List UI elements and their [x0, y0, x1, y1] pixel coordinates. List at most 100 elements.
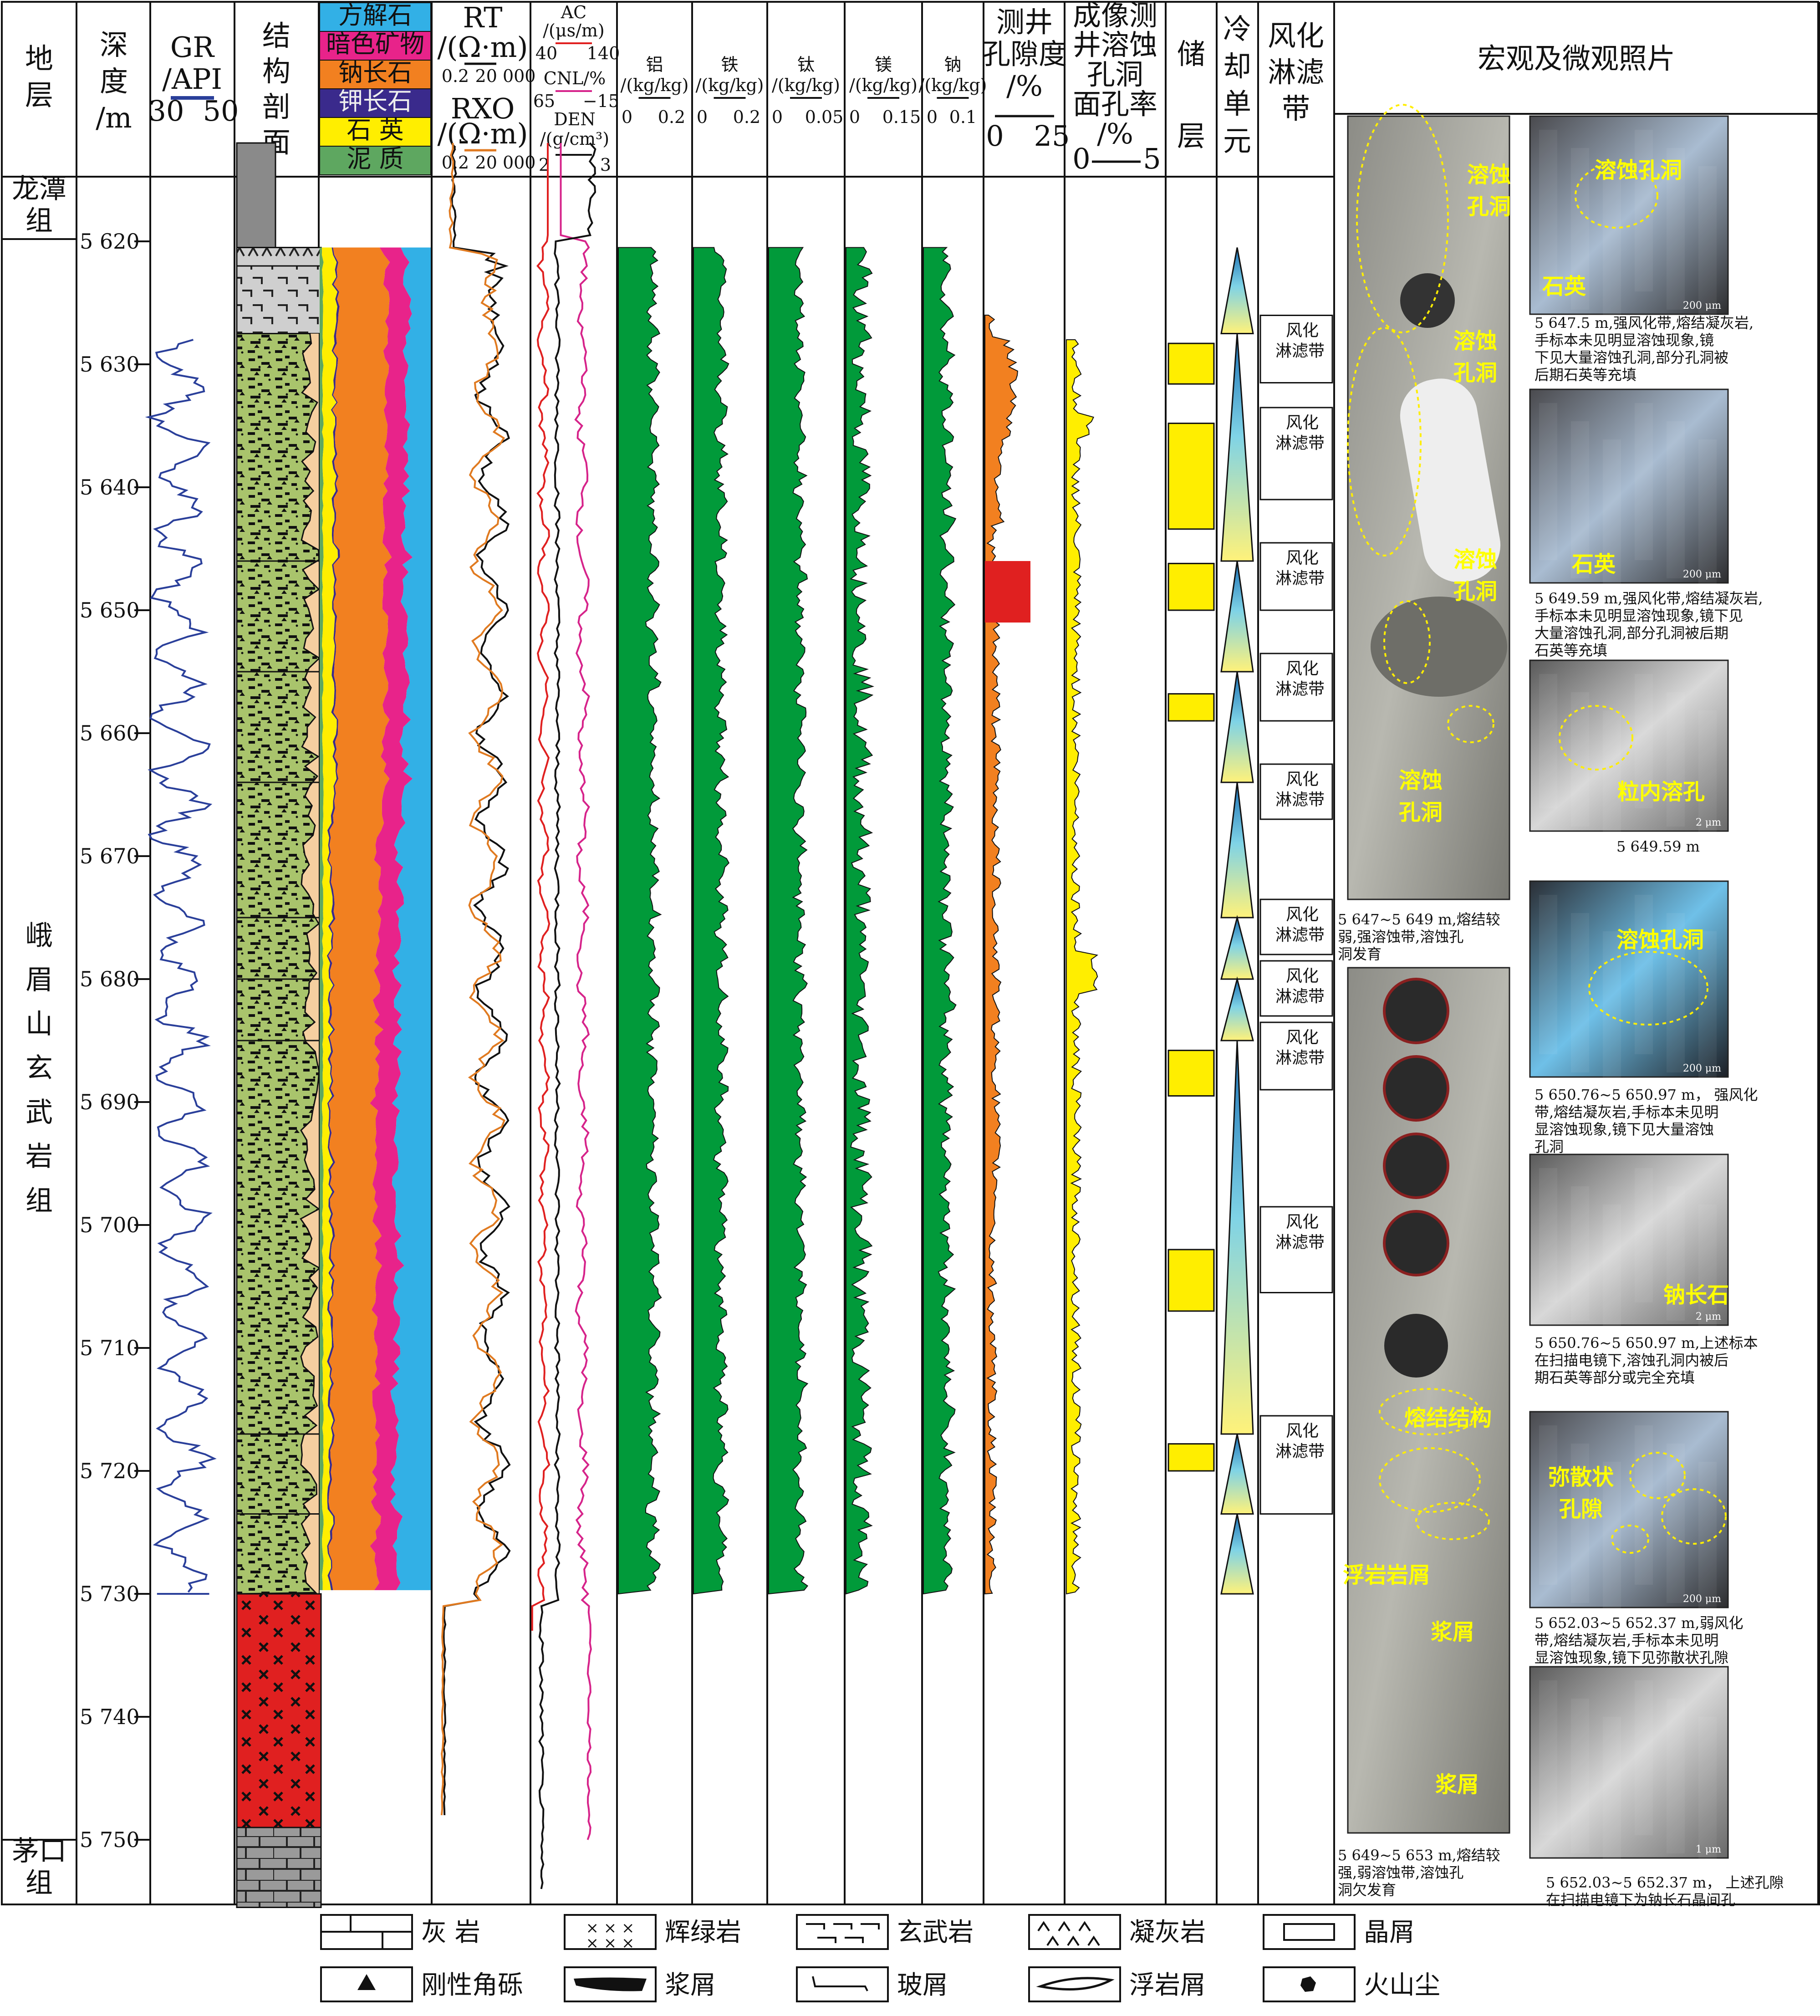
photo-texture: [1571, 1699, 1589, 1853]
rxo-curve: [440, 143, 505, 1816]
litho-welded-tuff: [236, 333, 321, 1595]
photo-label: 石英: [1542, 274, 1586, 299]
porosity-fill: [984, 315, 1018, 1595]
header-por: 孔隙度: [982, 37, 1067, 71]
legend-glass-shard-symbol: [812, 1976, 868, 1991]
header-cool: 单: [1223, 87, 1251, 120]
weathering-zone-label: 风化: [1286, 322, 1319, 340]
al-max: 0.2: [658, 107, 685, 127]
weathering-zone-label: 风化: [1286, 413, 1319, 432]
por-max: 25: [1034, 119, 1070, 153]
highlight-ellipse: [1447, 705, 1494, 743]
photo-texture: [1698, 439, 1717, 597]
mineral-legend-swatch: [319, 60, 431, 89]
photo-texture: [1603, 710, 1621, 845]
legend-crystal-symbol: [1283, 1923, 1335, 1941]
photo-caption: 洞发育: [1338, 945, 1382, 963]
imaging-porosity-fill: [1066, 339, 1099, 1595]
photo-caption: 石英等充填: [1535, 642, 1607, 659]
legend-diabase-symbol: × × ×: [586, 1919, 634, 1937]
depth-tick-label: 5 690: [80, 1090, 140, 1114]
strat-longtan: 龙潭: [12, 173, 66, 205]
header-cool: 冷: [1223, 12, 1251, 46]
weathering-zone-label: 淋滤带: [1275, 342, 1325, 361]
photo-label: 石英: [1572, 551, 1616, 577]
reservoir-interval: [1167, 562, 1215, 611]
scale-bar-label: 200 μm: [1683, 1593, 1721, 1605]
reservoir-interval: [1167, 1443, 1215, 1472]
mineral-legend-swatch: [319, 146, 431, 175]
header-cool: 元: [1223, 124, 1251, 158]
weathering-zone-label: 淋滤带: [1275, 434, 1325, 453]
ac-max: 140: [587, 43, 620, 63]
header-weath: 淋滤: [1268, 56, 1324, 89]
al-fill: [618, 247, 662, 1595]
photo-texture: [1603, 166, 1621, 328]
highlight-ellipse: [1347, 327, 1422, 556]
photo-caption: 手标本未见明显溶蚀现象,镜: [1535, 332, 1714, 349]
photo-caption: 5 649.59 m: [1616, 838, 1700, 855]
reservoir-interval: [1167, 423, 1215, 530]
core-section: [1371, 597, 1507, 697]
cooling-unit-triangle: [1220, 915, 1254, 980]
micro-photo-5: [1529, 1153, 1729, 1326]
mineral-legend-label: 泥 质: [347, 144, 403, 173]
photo-label: 熔结结构: [1404, 1405, 1492, 1431]
mineral-legend-swatch: [319, 31, 431, 61]
photo-caption: 期石英等部分或完全充填: [1535, 1369, 1695, 1386]
photo-caption: 后期石英等充填: [1535, 366, 1636, 383]
photo-label: 钠长石: [1663, 1282, 1729, 1308]
litho-tuff-cap: [236, 247, 322, 267]
photo-texture: [1603, 1717, 1621, 1872]
core-hole: [1384, 1314, 1448, 1378]
header-section: 剖: [262, 90, 291, 123]
porosity-high-zone: [985, 561, 1030, 623]
fe-min: 0: [697, 107, 708, 127]
header-depth: 深: [100, 28, 128, 61]
photo-caption: 5 650.76~5 650.97 m， 强风化: [1535, 1086, 1758, 1103]
mineral-legend-label: 钾长石: [338, 87, 412, 116]
cooling-unit-track: [1220, 247, 1254, 1595]
weathering-zone-box: [1259, 407, 1333, 500]
mineral-legend-label: 方解石: [338, 1, 412, 30]
header-fe-unit: /(kg/kg): [696, 75, 764, 95]
mineral-legend-label: 暗色矿物: [326, 30, 424, 58]
img-min: 0: [1072, 142, 1090, 175]
legend-swatch: [796, 1914, 889, 1950]
cooling-unit-triangle: [1220, 1434, 1254, 1515]
mineral-composition: [320, 247, 431, 1590]
scale-bar-label: 200 μm: [1683, 300, 1721, 311]
photo-caption: 5 647.5 m,强风化带,熔结凝灰岩,: [1535, 314, 1754, 332]
core-label-tag: [1400, 378, 1501, 582]
weathering-zone-label: 风化: [1286, 770, 1319, 789]
depth-tick-label: 5 660: [80, 721, 140, 745]
photo-texture: [1667, 1699, 1685, 1853]
mg-min: 0: [849, 107, 860, 127]
legend-pumice-symbol: [1036, 1977, 1115, 1990]
ti-min: 0: [772, 107, 783, 127]
photo-caption: 大量溶蚀孔洞,部分孔洞被后期: [1535, 624, 1728, 642]
header-rxo-unit: /(Ω·m): [437, 117, 528, 150]
photo-texture: [1635, 1425, 1653, 1585]
mineral-band-clay: [320, 247, 324, 1590]
legend-label: 玄武岩: [897, 1918, 974, 1947]
photo-label: 溶蚀: [1453, 547, 1497, 572]
strat-emeishan: 岩: [25, 1141, 53, 1173]
photo-texture: [1603, 931, 1621, 1091]
photo-label: 浆屑: [1435, 1772, 1479, 1797]
header-gr-unit: /API: [162, 62, 222, 96]
legend-diabase-symbol: × × ×: [586, 1934, 634, 1952]
ti-fill: [768, 247, 809, 1595]
img-max: 5: [1143, 142, 1161, 175]
highlight-ellipse: [1356, 104, 1449, 333]
weathering-zone-label: 淋滤带: [1275, 569, 1325, 588]
photo-texture: [1635, 1680, 1653, 1835]
litho-diabase: [236, 1593, 322, 1828]
photo-texture: [1667, 692, 1685, 827]
photo-texture: [1539, 674, 1557, 808]
weathering-zone-label: 风化: [1286, 1422, 1319, 1440]
weathering-zone-box: [1259, 960, 1333, 1017]
depth-tick-label: 5 720: [80, 1459, 140, 1483]
